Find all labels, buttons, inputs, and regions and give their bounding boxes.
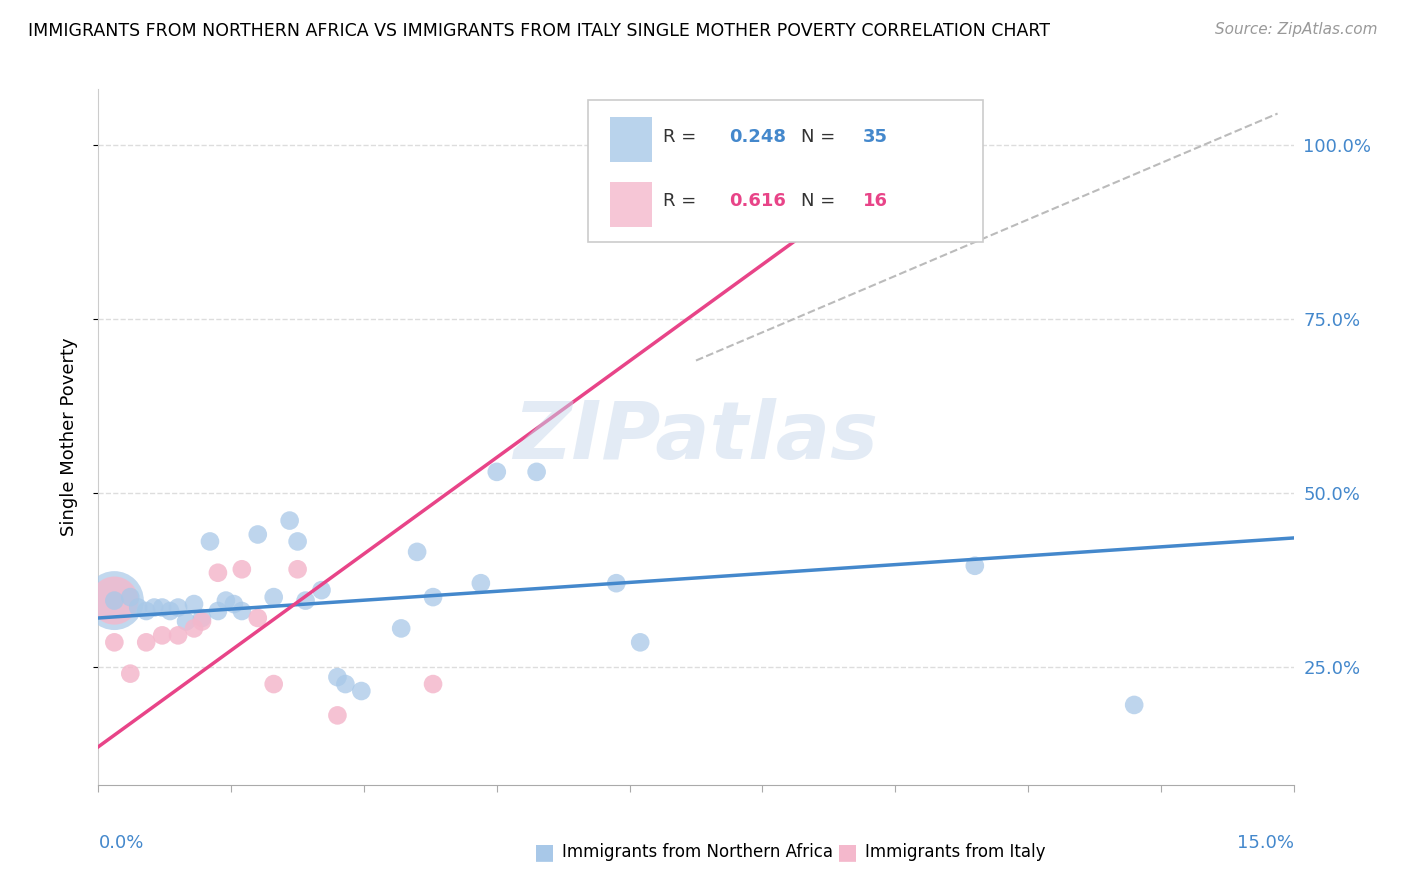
Point xyxy=(246,527,269,541)
Point xyxy=(183,621,205,635)
Point xyxy=(335,677,357,691)
Point xyxy=(143,600,166,615)
Point xyxy=(159,604,181,618)
Point xyxy=(103,593,125,607)
Point xyxy=(389,621,412,635)
Point xyxy=(191,615,214,629)
Point xyxy=(127,600,149,615)
Text: R =: R = xyxy=(662,128,702,145)
Point xyxy=(150,600,173,615)
Text: N =: N = xyxy=(801,192,841,210)
Point xyxy=(135,635,157,649)
Point xyxy=(167,628,190,642)
Point xyxy=(422,590,444,604)
Point xyxy=(422,677,444,691)
Point xyxy=(135,604,157,618)
Text: ■: ■ xyxy=(534,842,555,862)
Point xyxy=(628,635,651,649)
Point xyxy=(183,597,205,611)
Point xyxy=(222,597,245,611)
Text: 35: 35 xyxy=(863,128,889,145)
Point xyxy=(278,514,301,528)
Point xyxy=(174,615,197,629)
Text: IMMIGRANTS FROM NORTHERN AFRICA VS IMMIGRANTS FROM ITALY SINGLE MOTHER POVERTY C: IMMIGRANTS FROM NORTHERN AFRICA VS IMMIG… xyxy=(28,22,1050,40)
Point xyxy=(470,576,492,591)
Point xyxy=(263,677,285,691)
Point xyxy=(246,611,269,625)
Point xyxy=(287,534,309,549)
Text: 0.248: 0.248 xyxy=(730,128,786,145)
Text: ■: ■ xyxy=(837,842,858,862)
Point xyxy=(103,635,125,649)
Point xyxy=(198,534,221,549)
Text: 16: 16 xyxy=(863,192,889,210)
Point xyxy=(963,558,986,573)
Text: R =: R = xyxy=(662,192,702,210)
Point xyxy=(120,590,142,604)
Text: N =: N = xyxy=(801,128,841,145)
Point xyxy=(605,576,627,591)
Y-axis label: Single Mother Poverty: Single Mother Poverty xyxy=(59,338,77,536)
Point xyxy=(103,593,125,607)
Point xyxy=(287,562,309,576)
Point xyxy=(406,545,429,559)
Point xyxy=(103,593,125,607)
Point xyxy=(326,708,349,723)
Point xyxy=(150,628,173,642)
Point xyxy=(311,583,333,598)
Bar xyxy=(610,117,652,162)
Point xyxy=(263,590,285,604)
Point xyxy=(231,562,253,576)
Point xyxy=(526,465,548,479)
Text: Source: ZipAtlas.com: Source: ZipAtlas.com xyxy=(1215,22,1378,37)
Point xyxy=(231,604,253,618)
Point xyxy=(326,670,349,684)
Point xyxy=(207,604,229,618)
Point xyxy=(1123,698,1146,712)
Bar xyxy=(610,182,652,227)
Point xyxy=(724,124,747,138)
Point xyxy=(120,666,142,681)
Point xyxy=(167,600,190,615)
Text: 0.616: 0.616 xyxy=(730,192,786,210)
Text: Immigrants from Northern Africa: Immigrants from Northern Africa xyxy=(562,843,834,861)
Point xyxy=(884,124,907,138)
Point xyxy=(350,684,373,698)
Text: 15.0%: 15.0% xyxy=(1236,834,1294,852)
Point xyxy=(191,611,214,625)
Text: ZIPatlas: ZIPatlas xyxy=(513,398,879,476)
Point xyxy=(485,465,508,479)
Point xyxy=(207,566,229,580)
Text: 0.0%: 0.0% xyxy=(98,834,143,852)
Point xyxy=(215,593,238,607)
FancyBboxPatch shape xyxy=(588,100,983,243)
Point xyxy=(294,593,316,607)
Text: Immigrants from Italy: Immigrants from Italy xyxy=(865,843,1045,861)
